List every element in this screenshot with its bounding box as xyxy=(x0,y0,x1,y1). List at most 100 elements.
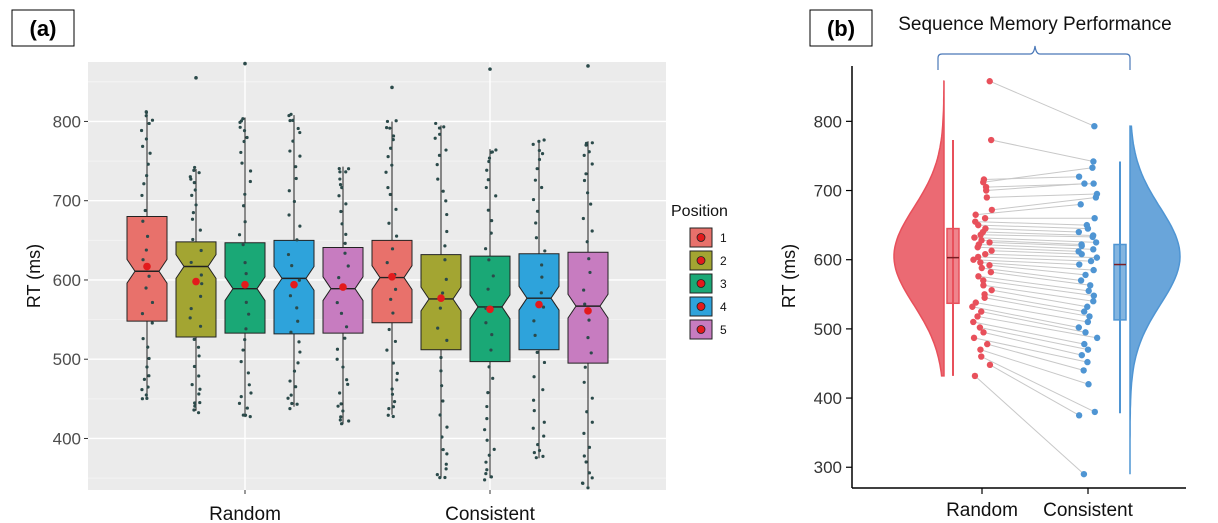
box-random-pos-4 xyxy=(273,112,315,411)
random-point xyxy=(980,329,987,336)
data-point xyxy=(492,447,496,451)
panel-b-density-clouds xyxy=(893,80,1181,475)
data-point xyxy=(531,142,535,146)
data-point xyxy=(140,312,145,316)
data-point xyxy=(590,420,594,424)
data-point xyxy=(484,460,488,464)
data-point xyxy=(542,434,546,438)
data-point xyxy=(434,121,438,126)
legend-title: Position xyxy=(671,203,728,220)
data-point xyxy=(197,374,201,378)
data-point xyxy=(192,408,196,412)
panel-b-paired-lines xyxy=(972,80,1098,475)
panel-b: (b) Sequence Memory Performance RT (ms) … xyxy=(779,9,1186,521)
data-point xyxy=(150,118,155,122)
legend-item-2: 2 xyxy=(689,250,727,271)
data-point xyxy=(241,243,245,247)
data-point xyxy=(386,185,390,190)
data-point xyxy=(436,326,440,330)
data-point xyxy=(390,247,395,251)
paired-line xyxy=(974,237,1097,243)
panel-b-points xyxy=(969,78,1101,478)
data-point xyxy=(190,193,194,197)
data-point xyxy=(249,391,253,395)
data-point xyxy=(590,396,594,400)
data-point xyxy=(438,413,442,417)
data-point xyxy=(237,401,242,405)
data-point xyxy=(582,153,586,157)
data-point xyxy=(335,300,339,305)
data-point xyxy=(533,333,537,337)
data-point xyxy=(192,181,196,185)
data-point xyxy=(543,249,547,253)
data-point xyxy=(536,442,540,447)
data-point xyxy=(188,175,192,179)
random-point xyxy=(974,253,982,261)
data-point xyxy=(247,312,251,316)
data-point xyxy=(192,364,197,369)
data-point xyxy=(199,248,203,253)
data-point xyxy=(140,397,144,401)
random-point xyxy=(978,264,985,272)
data-point xyxy=(145,173,149,178)
paired-line xyxy=(983,167,1093,183)
random-point xyxy=(987,136,995,144)
consistent-point xyxy=(1092,194,1100,201)
data-point xyxy=(341,365,345,369)
data-point xyxy=(588,270,592,275)
data-point xyxy=(582,454,586,458)
data-point xyxy=(292,369,297,373)
data-point xyxy=(340,222,344,226)
data-point xyxy=(491,274,495,278)
data-point xyxy=(394,234,399,238)
data-point xyxy=(239,360,243,364)
legend-label: 5 xyxy=(720,323,727,337)
paired-line xyxy=(983,176,1080,180)
data-point xyxy=(144,248,148,252)
data-point xyxy=(439,355,443,360)
data-point xyxy=(146,385,150,389)
data-point xyxy=(244,272,248,276)
data-point xyxy=(537,157,542,162)
data-point xyxy=(581,481,585,485)
consistent-point xyxy=(1084,358,1091,366)
paired-line xyxy=(978,243,1094,250)
data-point xyxy=(583,302,587,306)
data-point xyxy=(537,139,541,143)
data-point xyxy=(395,378,399,382)
data-point xyxy=(140,388,144,392)
data-point xyxy=(387,327,391,332)
consistent-point xyxy=(1075,228,1083,236)
random-point xyxy=(970,256,977,263)
data-point xyxy=(288,407,292,411)
data-point xyxy=(145,234,150,238)
data-point xyxy=(582,288,586,292)
data-point xyxy=(587,318,591,322)
data-point xyxy=(484,471,488,476)
data-point xyxy=(191,211,195,215)
box-consistent-pos-4 xyxy=(518,138,560,460)
panel-a-legend: Position 1 2 3 4 5 xyxy=(671,203,728,340)
data-point xyxy=(287,213,291,217)
data-point xyxy=(438,475,442,480)
data-point xyxy=(494,148,498,152)
data-point xyxy=(141,258,145,262)
data-point xyxy=(384,170,388,174)
data-point xyxy=(339,415,343,419)
data-point xyxy=(295,306,299,310)
data-point xyxy=(338,418,342,422)
data-point xyxy=(145,396,149,401)
data-point xyxy=(296,126,300,131)
panel-a-y-axis-title: RT (ms) xyxy=(24,244,44,308)
data-point xyxy=(486,287,490,291)
data-point xyxy=(193,404,197,408)
data-point xyxy=(483,247,488,251)
data-point xyxy=(297,278,301,282)
data-point xyxy=(339,209,343,214)
data-point xyxy=(198,387,202,391)
y-tick-label: 400 xyxy=(814,389,842,408)
data-point xyxy=(296,361,300,365)
data-point xyxy=(385,261,389,265)
data-point xyxy=(344,170,348,174)
consistent-point xyxy=(1091,122,1098,130)
